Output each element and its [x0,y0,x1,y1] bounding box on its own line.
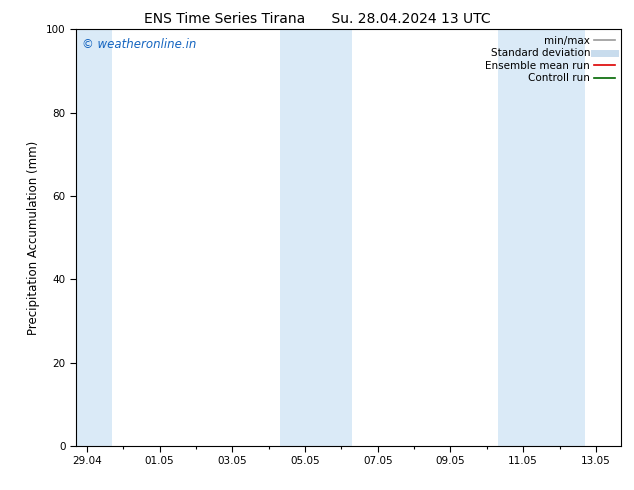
Text: ENS Time Series Tirana      Su. 28.04.2024 13 UTC: ENS Time Series Tirana Su. 28.04.2024 13… [144,12,490,26]
Bar [76,29,112,446]
Legend: min/max, Standard deviation, Ensemble mean run, Controll run: min/max, Standard deviation, Ensemble me… [481,31,619,88]
Y-axis label: Precipitation Accumulation (mm): Precipitation Accumulation (mm) [27,141,41,335]
Text: © weatheronline.in: © weatheronline.in [82,38,196,51]
Bar [498,29,585,446]
Bar [280,29,353,446]
